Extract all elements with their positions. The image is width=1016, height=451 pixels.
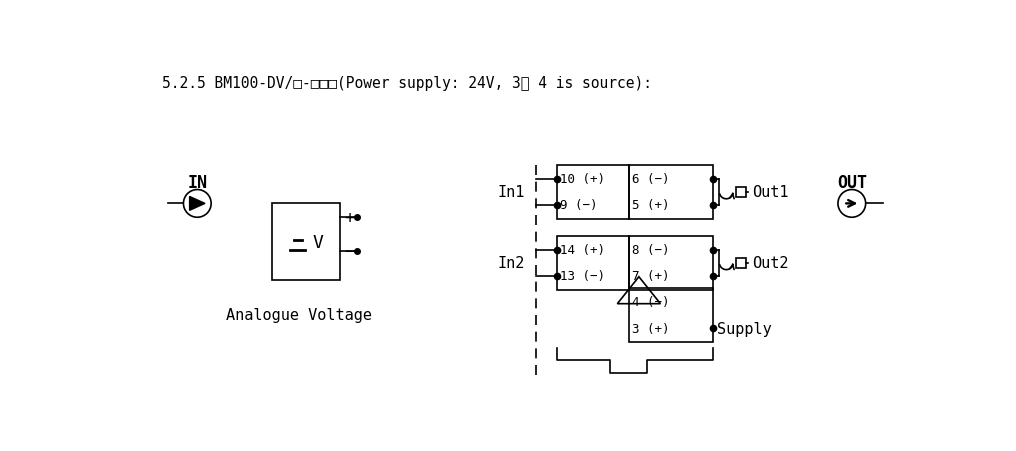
Bar xyxy=(736,258,746,268)
Bar xyxy=(629,289,713,342)
Bar xyxy=(629,236,713,290)
Text: 13 (−): 13 (−) xyxy=(560,270,605,283)
Text: 4 (−): 4 (−) xyxy=(632,296,670,309)
Text: Out1: Out1 xyxy=(752,185,788,200)
Text: OUT: OUT xyxy=(837,173,867,191)
Text: 5.2.5 BM100-DV/□-□□□(Power supply: 24V, 3、 4 is source):: 5.2.5 BM100-DV/□-□□□(Power supply: 24V, … xyxy=(162,76,652,91)
Bar xyxy=(736,188,746,198)
Text: Supply: Supply xyxy=(717,321,772,336)
Text: 9 (−): 9 (−) xyxy=(560,199,597,212)
Text: Out2: Out2 xyxy=(752,256,788,271)
Text: 10 (+): 10 (+) xyxy=(560,173,605,186)
Text: 8 (−): 8 (−) xyxy=(632,244,670,257)
Polygon shape xyxy=(190,197,205,211)
Text: −: − xyxy=(344,243,356,261)
Bar xyxy=(629,166,713,219)
Text: +: + xyxy=(344,209,355,227)
Text: 7 (+): 7 (+) xyxy=(632,270,670,283)
Text: IN: IN xyxy=(187,173,207,191)
Bar xyxy=(557,236,629,290)
Text: 3 (+): 3 (+) xyxy=(632,322,670,335)
Text: 5 (+): 5 (+) xyxy=(632,199,670,212)
Text: 14 (+): 14 (+) xyxy=(560,244,605,257)
Text: V: V xyxy=(313,233,323,251)
Bar xyxy=(272,204,339,281)
Text: 6 (−): 6 (−) xyxy=(632,173,670,186)
Text: Analogue Voltage: Analogue Voltage xyxy=(226,308,372,322)
Text: In1: In1 xyxy=(497,185,524,200)
Bar xyxy=(557,166,629,219)
Text: In2: In2 xyxy=(497,256,524,271)
